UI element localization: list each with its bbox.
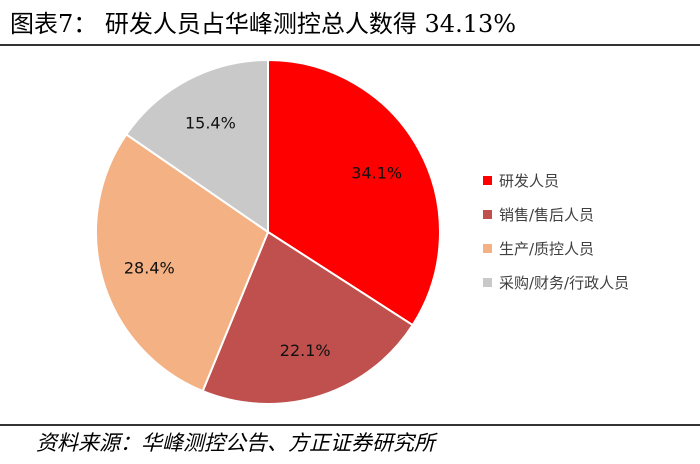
pie-slice-sales <box>201 230 415 405</box>
legend-label-sales: 销售/售后人员 <box>499 206 594 224</box>
legend-swatch-sales <box>483 210 492 219</box>
title-rule <box>0 44 700 46</box>
figure-title: 图表7： 研发人员占华峰测控总人数得 34.13% <box>10 10 517 38</box>
pie-slice-admin <box>124 58 269 234</box>
slice-label-research: 34.1% <box>351 164 402 183</box>
legend-swatch-research <box>483 176 492 185</box>
legend-label-research: 研发人员 <box>499 172 559 190</box>
legend-label-admin: 采购/财务/行政人员 <box>499 274 629 292</box>
source-rule <box>0 424 700 426</box>
slice-labels: 34.1% 22.1% 28.4% 15.4% <box>124 113 402 360</box>
pie-chart: 34.1% 22.1% 28.4% 15.4% 研发人员销售/售后人员生产/质控人员采… <box>95 58 629 405</box>
pie-slice-production <box>95 133 270 393</box>
legend-swatch-admin <box>483 278 492 287</box>
legend-swatch-production <box>483 244 492 253</box>
slice-label-production: 28.4% <box>124 258 175 277</box>
legend-label-production: 生产/质控人员 <box>499 240 594 258</box>
source-note: 资料来源：华峰测控公告、方正证券研究所 <box>36 431 435 455</box>
slice-label-sales: 22.1% <box>280 341 331 360</box>
slice-label-admin: 15.4% <box>185 113 236 132</box>
pie-slices <box>95 58 441 405</box>
